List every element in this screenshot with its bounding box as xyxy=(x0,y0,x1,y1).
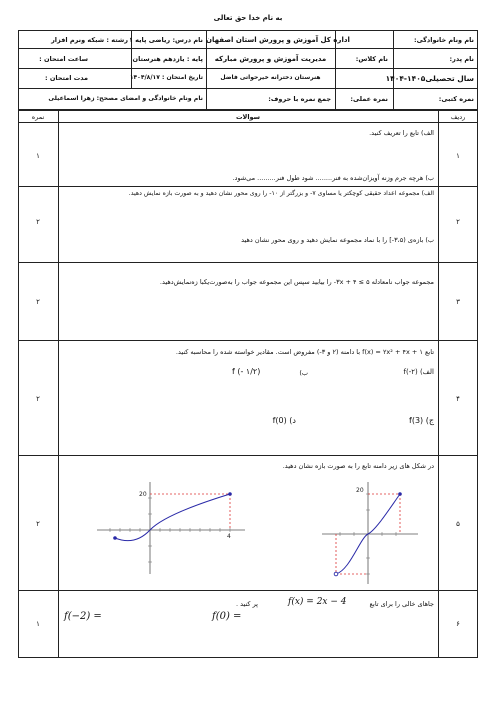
father-name-label: نام پدر: xyxy=(449,55,474,63)
col-header-score: نمره xyxy=(31,113,45,121)
header-box xyxy=(18,30,478,110)
question-score: ۲ xyxy=(36,298,40,306)
question-score: ۲ xyxy=(36,520,40,528)
practical-grade-label: نمره عملی: xyxy=(350,95,388,103)
field-of-study: رشته : شبکه ونرم افزار xyxy=(51,36,128,44)
question-4-part-c: ج) f(3) xyxy=(409,416,434,425)
written-grade-label: نمره کتبی: xyxy=(438,95,474,103)
question-score: ۲ xyxy=(36,218,40,226)
question-score: ۲ xyxy=(36,395,40,403)
question-4a: تابع f(x) = ۲x² + ۴x + ۱ با دامنه (۲ و ۳… xyxy=(175,348,434,356)
col-header-questions: سوالات xyxy=(235,113,261,121)
exam-time-label: ساعت امتحان : xyxy=(39,55,88,63)
question-5a: در شکل های زیر دامنه تابع را به صورت باز… xyxy=(282,462,434,470)
question-number: ۵ xyxy=(456,520,460,528)
class-name-label: نام کلاس: xyxy=(355,55,388,63)
question-score: ۱ xyxy=(36,620,40,628)
question-3a: مجموعه جواب نامعادله ۵ ≥ ۳x + ۴- را بیاب… xyxy=(159,278,434,286)
teacher-name: نام ونام خانوادگی و امضای مصحح: زهرا اسم… xyxy=(48,95,203,102)
academic-year: سال تحصیلی۱۴۰۵-۱۴۰۴ xyxy=(385,74,474,83)
question-4-part-b-label: ب) xyxy=(299,369,308,377)
question-number: ۶ xyxy=(456,620,460,628)
question-6-function: f(x) = 2x − 4 xyxy=(288,597,347,607)
question-number: ۱ xyxy=(456,152,460,160)
col-header-row: ردیف xyxy=(450,113,466,121)
grade-level: پایه : یازدهم هنرستان xyxy=(132,55,203,63)
question-6a: جاهای خالی را برای تابع xyxy=(369,600,434,608)
management-line: مدیریت آموزش و پرورش مبارکه xyxy=(214,55,327,63)
question-2a: الف) مجموعه اعداد حقیقی کوچکتر یا مساوی … xyxy=(128,190,434,197)
question-number: ۴ xyxy=(456,395,460,403)
question-4-part-d: د) f(0) xyxy=(272,416,296,425)
basmala: به نام خدا حق تعالی xyxy=(213,14,283,22)
question-number: ۲ xyxy=(456,218,460,226)
exam-date: تاریخ امتحان : ۱۴۰۴/۸/۱۷ xyxy=(129,74,203,81)
question-1a: الف) تابع را تعریف کنید. xyxy=(369,129,434,137)
graph-1-y-label: 20 xyxy=(139,491,147,498)
question-2b: ب) بازه‌ی (۳،۵-] را با نماد مجموعه نمایش… xyxy=(241,236,434,244)
question-4-part-a: الف) f(-۲) xyxy=(403,368,435,376)
lesson-name: نام درس: ریاضی پایه ۱ xyxy=(128,36,203,44)
question-number: ۳ xyxy=(456,298,460,306)
question-1b: ب) هرچه جرم وزنه آویزان‌شده به فنر......… xyxy=(232,174,434,182)
question-6-expr-2: f(−2) = xyxy=(64,611,102,622)
graph-1-x-label: 4 xyxy=(227,533,231,540)
office-line: اداره کل آموزش و پرورش استان اصفهان xyxy=(206,36,350,44)
total-score-label: جمع نمره با حروف: xyxy=(268,95,331,103)
question-4-part-b-expr: f (- ۱/۲) xyxy=(232,367,261,376)
student-name-label: نام ونام خانوادگی: xyxy=(413,36,474,44)
graph-2-top-label: 20 xyxy=(356,487,364,494)
function-graph-2: 20 xyxy=(322,482,418,584)
questions-table xyxy=(18,110,478,658)
question-6-expr-1: f(0) = xyxy=(212,611,242,622)
school-line: هنرستان دخترانه خیرحواتی فاضل xyxy=(220,74,321,81)
function-graph-1: 20 4 xyxy=(97,482,245,574)
exam-duration-label: مدت امتحان : xyxy=(44,74,88,82)
question-6a-end: پر کنید . xyxy=(235,600,258,608)
question-score: ۱ xyxy=(36,152,40,160)
